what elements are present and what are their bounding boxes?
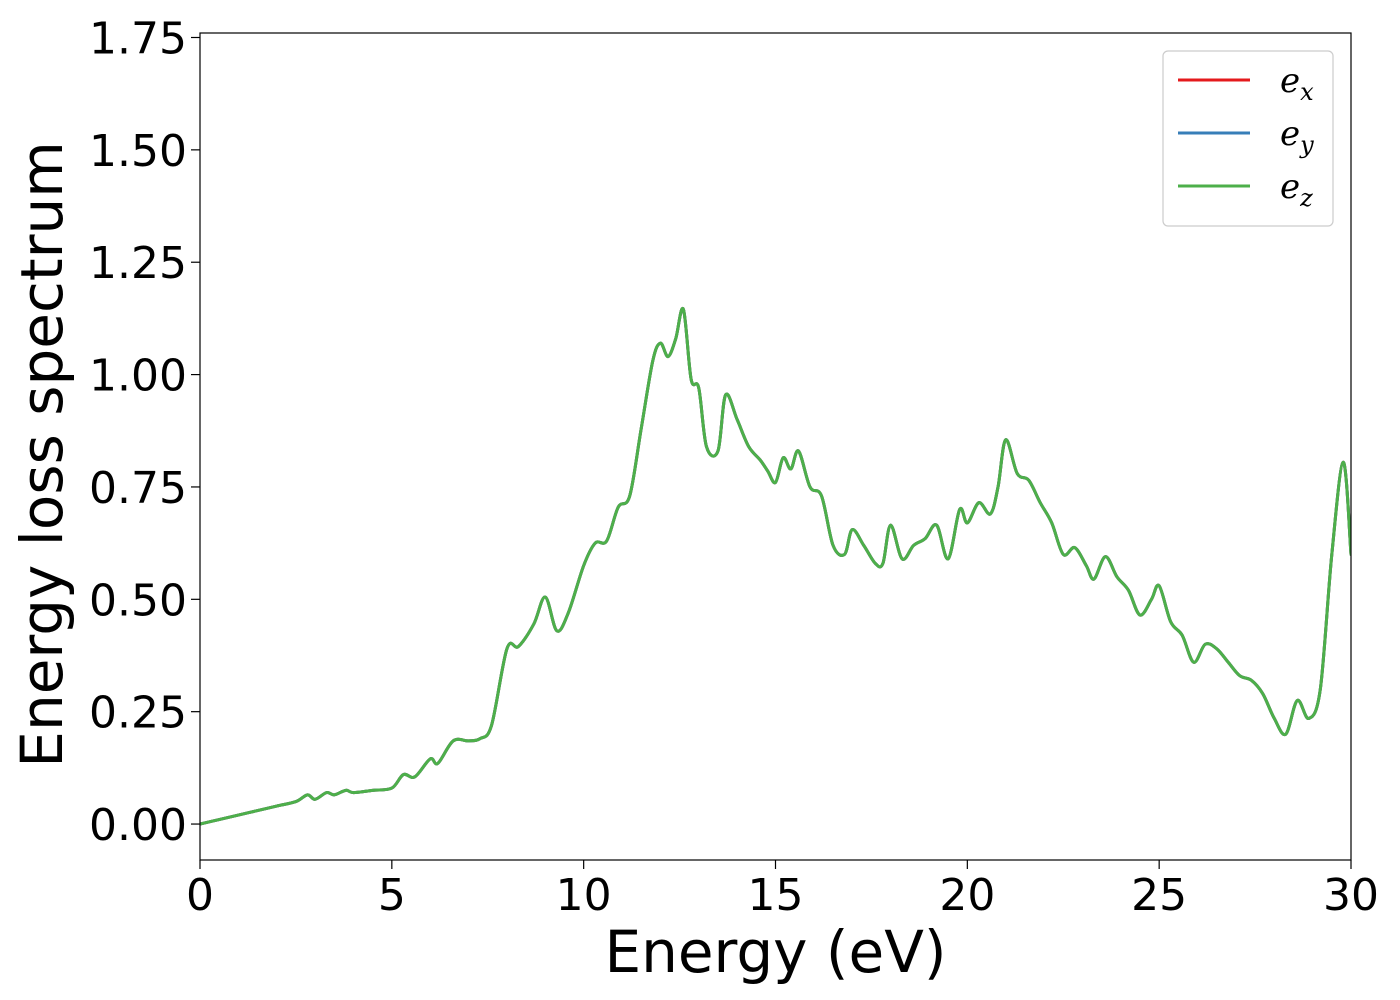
legend-label-subscript: y <box>1299 131 1314 159</box>
x-tick-label: 15 <box>748 870 804 921</box>
y-axis-title: Energy loss spectrum <box>8 141 76 767</box>
y-tick-label: 0.25 <box>89 688 187 739</box>
y-tick-label: 1.00 <box>89 351 187 402</box>
y-tick-label: 0.00 <box>89 800 187 851</box>
y-axis-ticks: 0.00 0.25 0.50 0.75 1.00 1.25 1.50 1.75 <box>89 13 200 851</box>
legend-label-subscript: x <box>1300 78 1314 106</box>
x-axis-ticks: 0 5 10 15 20 25 30 <box>186 860 1379 921</box>
y-tick-label: 1.50 <box>89 126 187 177</box>
legend-item-y: ey <box>1178 114 1314 159</box>
x-tick-label: 0 <box>186 870 214 921</box>
x-tick-label: 10 <box>556 870 612 921</box>
legend-item-x: ex <box>1178 61 1314 106</box>
legend-label: ez <box>1280 167 1313 212</box>
x-tick-label: 20 <box>939 870 995 921</box>
y-tick-label: 1.75 <box>89 13 187 64</box>
x-tick-label: 5 <box>378 870 406 921</box>
legend-label-main: e <box>1280 114 1300 154</box>
x-tick-label: 30 <box>1323 870 1379 921</box>
y-tick-label: 1.25 <box>89 238 187 289</box>
y-tick-label: 0.75 <box>89 463 187 514</box>
series-line-z <box>200 306 1351 826</box>
x-tick-label: 25 <box>1131 870 1187 921</box>
legend-label: ey <box>1280 114 1314 159</box>
legend-label-main: e <box>1280 167 1300 207</box>
series-layer <box>200 306 1351 826</box>
legend-label: ex <box>1280 61 1314 106</box>
legend-label-subscript: z <box>1299 184 1313 212</box>
legend-item-z: ez <box>1178 167 1313 212</box>
y-tick-label: 0.50 <box>89 575 187 626</box>
legend-label-main: e <box>1280 61 1300 101</box>
x-axis-title: Energy (eV) <box>604 918 946 986</box>
legend-box <box>1162 50 1334 227</box>
